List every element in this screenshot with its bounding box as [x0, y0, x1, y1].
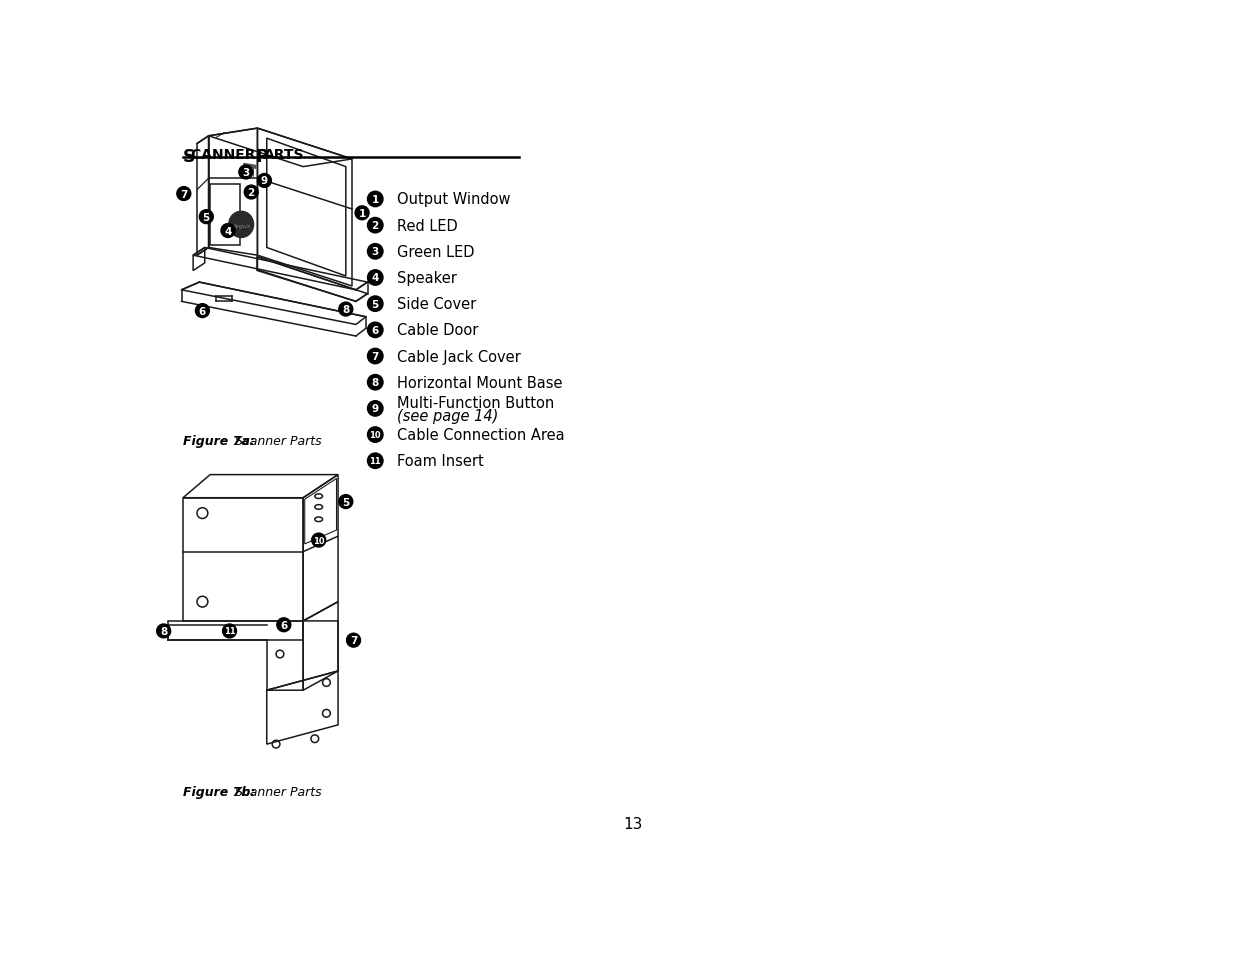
Text: Scanner Parts: Scanner Parts [227, 435, 322, 447]
Text: 11: 11 [224, 627, 236, 636]
Text: Figure 7a:: Figure 7a: [183, 435, 254, 447]
Text: Cable Door: Cable Door [396, 323, 478, 338]
Text: 10: 10 [369, 431, 382, 439]
Circle shape [368, 296, 383, 312]
Circle shape [199, 211, 214, 224]
Circle shape [157, 624, 170, 639]
Text: 4: 4 [372, 274, 379, 283]
Text: (see page 14): (see page 14) [396, 409, 499, 423]
Text: 8: 8 [372, 377, 379, 388]
Circle shape [311, 534, 326, 547]
Text: Argus: Argus [232, 224, 251, 229]
Text: S: S [183, 149, 195, 166]
Circle shape [347, 634, 361, 647]
Circle shape [368, 271, 383, 286]
Text: Output Window: Output Window [396, 193, 510, 207]
Text: 11: 11 [369, 456, 382, 466]
Circle shape [356, 207, 369, 220]
Text: Figure 7b:: Figure 7b: [183, 785, 256, 798]
Text: 5: 5 [372, 299, 379, 310]
Text: 2: 2 [372, 221, 379, 231]
Circle shape [338, 303, 353, 316]
Text: 6: 6 [199, 306, 206, 316]
Circle shape [277, 618, 290, 632]
Text: 3: 3 [372, 247, 379, 257]
Text: 8: 8 [161, 626, 167, 637]
Text: Multi-Function Button: Multi-Function Button [396, 396, 555, 411]
Text: CANNER: CANNER [190, 149, 261, 162]
Text: 1: 1 [372, 194, 379, 205]
Text: Cable Jack Cover: Cable Jack Cover [396, 349, 521, 364]
Ellipse shape [228, 213, 253, 238]
Text: 10: 10 [312, 536, 325, 545]
Text: 1: 1 [358, 209, 366, 218]
Text: Side Cover: Side Cover [396, 296, 477, 312]
Circle shape [245, 186, 258, 200]
Text: Cable Connection Area: Cable Connection Area [396, 428, 564, 442]
Circle shape [177, 188, 190, 201]
Circle shape [195, 304, 210, 318]
Circle shape [257, 174, 272, 188]
Text: Red LED: Red LED [396, 218, 458, 233]
Text: 9: 9 [372, 404, 379, 414]
Circle shape [368, 244, 383, 260]
Circle shape [222, 624, 237, 639]
Text: 13: 13 [622, 817, 642, 831]
Circle shape [338, 496, 353, 509]
Text: 4: 4 [225, 226, 232, 236]
Text: 5: 5 [342, 497, 350, 507]
Circle shape [368, 454, 383, 469]
Circle shape [368, 349, 383, 364]
Circle shape [368, 375, 383, 391]
Text: 7: 7 [180, 190, 188, 199]
Text: ARTS: ARTS [263, 149, 304, 162]
Text: 7: 7 [350, 636, 357, 645]
Text: 9: 9 [261, 176, 268, 186]
Text: Horizontal Mount Base: Horizontal Mount Base [396, 375, 562, 391]
Text: 7: 7 [372, 352, 379, 361]
Circle shape [368, 428, 383, 443]
Text: Foam Insert: Foam Insert [396, 454, 484, 469]
Text: 2: 2 [248, 188, 254, 198]
Text: Speaker: Speaker [396, 271, 457, 286]
Text: 5: 5 [203, 213, 210, 222]
Text: 3: 3 [242, 168, 249, 178]
Text: P: P [256, 149, 268, 166]
Circle shape [368, 218, 383, 233]
Text: 6: 6 [372, 326, 379, 335]
Circle shape [368, 401, 383, 416]
Text: Green LED: Green LED [396, 245, 474, 259]
Circle shape [221, 224, 235, 238]
Text: 6: 6 [280, 620, 288, 630]
Text: 8: 8 [342, 305, 350, 314]
Circle shape [368, 323, 383, 338]
Circle shape [368, 193, 383, 208]
Circle shape [238, 166, 253, 180]
Text: Scanner Parts: Scanner Parts [227, 785, 322, 798]
